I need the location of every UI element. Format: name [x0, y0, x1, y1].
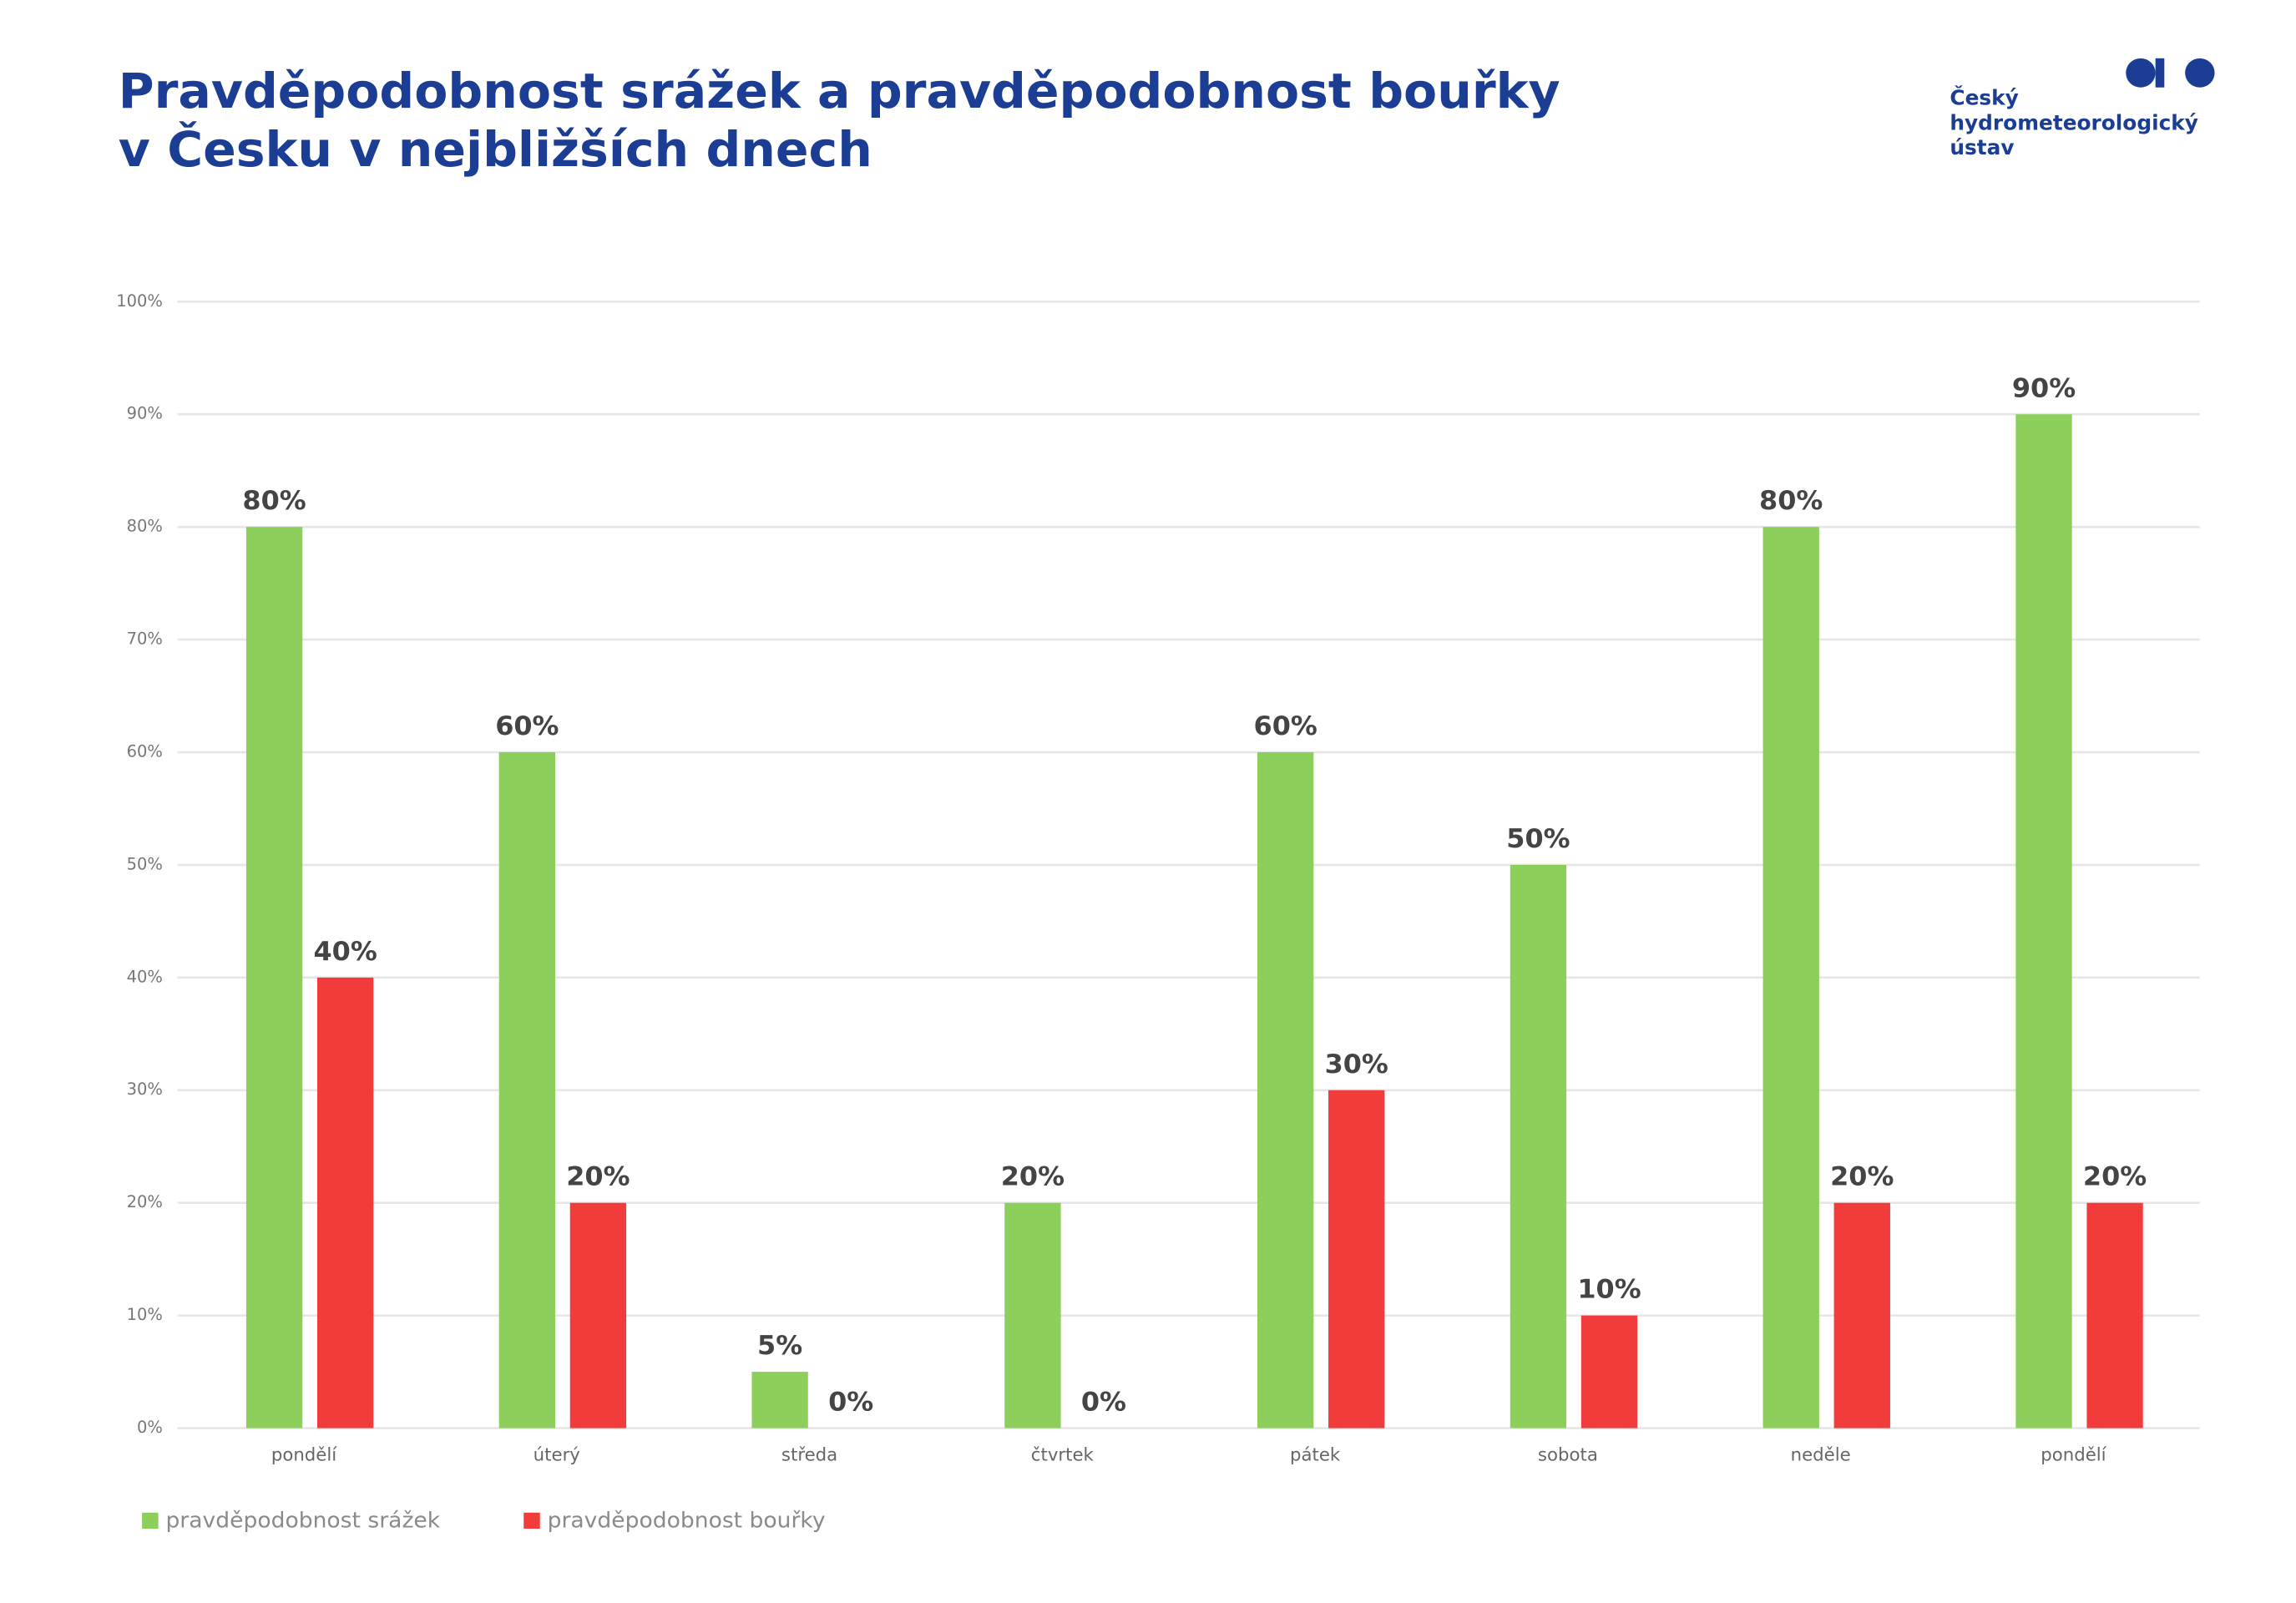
bar	[245, 527, 303, 1429]
x-tick-label: čtvrtek	[1031, 1444, 1095, 1465]
bar	[1833, 1202, 1890, 1429]
value-label: 20%	[566, 1162, 630, 1192]
bar	[498, 752, 556, 1429]
logo-text: Český	[1950, 85, 2018, 110]
legend-label: pravděpodobnost bouřky	[548, 1509, 826, 1534]
chart-title: v Česku v nejbližších dnech	[119, 120, 872, 177]
y-tick-label: 10%	[127, 1305, 163, 1324]
value-label: 20%	[1830, 1162, 1894, 1192]
value-label: 5%	[757, 1331, 802, 1361]
x-tick-label: pondělí	[271, 1444, 337, 1465]
value-label: 0%	[1081, 1388, 1126, 1418]
bar	[1257, 752, 1314, 1429]
bar	[2086, 1202, 2143, 1429]
chart-title: Pravděpodobnost srážek a pravděpodobnost…	[119, 63, 1560, 119]
value-label: 10%	[1577, 1275, 1641, 1305]
legend-swatch	[523, 1512, 540, 1529]
y-tick-label: 80%	[127, 517, 163, 536]
value-label: 20%	[1001, 1162, 1065, 1192]
y-tick-label: 40%	[127, 967, 163, 986]
bar	[569, 1202, 627, 1429]
x-tick-label: neděle	[1791, 1444, 1851, 1465]
y-tick-label: 70%	[127, 630, 163, 649]
logo-mark	[2126, 58, 2215, 88]
bar	[2015, 414, 2072, 1429]
x-tick-label: úterý	[534, 1444, 580, 1465]
x-tick-label: sobota	[1538, 1444, 1598, 1465]
value-label: 40%	[313, 937, 377, 967]
value-label: 30%	[1325, 1049, 1388, 1080]
x-tick-label: pondělí	[2041, 1444, 2106, 1465]
logo-text: hydrometeorologický	[1950, 111, 2198, 135]
y-tick-label: 100%	[116, 291, 163, 311]
x-tick-label: středa	[781, 1444, 837, 1465]
logo-text: ústav	[1950, 135, 2014, 159]
x-tick-label: pátek	[1290, 1444, 1341, 1465]
legend-swatch	[142, 1512, 159, 1529]
bar	[1580, 1315, 1638, 1429]
y-tick-label: 50%	[127, 855, 163, 874]
y-tick-label: 0%	[137, 1418, 163, 1437]
bar	[1510, 864, 1567, 1429]
value-label: 90%	[2012, 373, 2076, 403]
y-tick-label: 90%	[127, 404, 163, 423]
bar	[1004, 1202, 1061, 1429]
value-label: 60%	[495, 711, 559, 741]
value-label: 0%	[828, 1388, 873, 1418]
legend-label: pravděpodobnost srážek	[165, 1509, 440, 1534]
y-tick-label: 30%	[127, 1080, 163, 1099]
value-label: 80%	[1759, 486, 1823, 516]
value-label: 50%	[1506, 824, 1570, 854]
value-label: 80%	[242, 486, 306, 516]
bar	[751, 1372, 808, 1429]
value-label: 60%	[1254, 711, 1317, 741]
value-label: 20%	[2083, 1162, 2147, 1192]
bar	[316, 977, 374, 1429]
y-tick-label: 60%	[127, 742, 163, 761]
y-tick-label: 20%	[127, 1192, 163, 1211]
bar	[1328, 1090, 1385, 1429]
bar	[1762, 527, 1819, 1429]
